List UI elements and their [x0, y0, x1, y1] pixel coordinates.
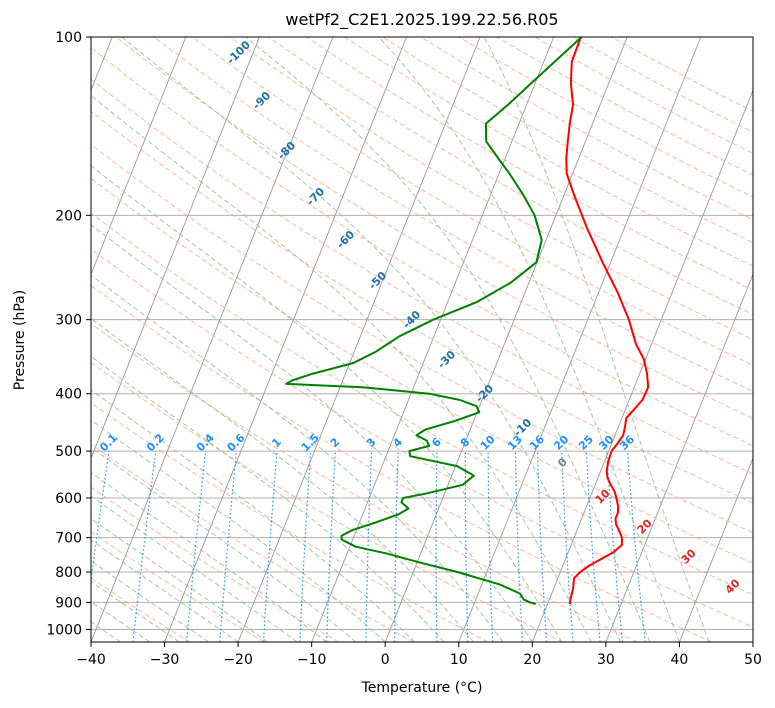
isotherm-line: [91, 37, 187, 276]
dry-adiabat-line: [191, 37, 753, 366]
isotherm-line: [679, 456, 753, 642]
moist-adiabat-line: [483, 37, 710, 642]
plot-frame: [90, 36, 754, 643]
y-axis-label: Pressure (hPa): [12, 290, 28, 390]
chart-title: wetPf2_C2E1.2025.199.22.56.R05: [285, 10, 558, 30]
dry-adiabat-line: [91, 361, 563, 642]
dry-adiabat-line: [91, 177, 753, 564]
moist-adiabat-line: [91, 580, 180, 642]
mixing-ratio-line: [219, 451, 237, 642]
dry-adiabat-line: [229, 37, 753, 341]
x-axis-label: Temperature (°C): [361, 680, 483, 696]
x-tick-label: 10: [450, 652, 468, 668]
moist-adiabat-line: [91, 560, 209, 642]
y-tick-label: 800: [55, 565, 82, 581]
moist-adiabat-line: [91, 94, 592, 642]
isotherm-line: [164, 37, 407, 642]
x-tick-label: 40: [671, 652, 689, 668]
y-tick-label: 300: [55, 313, 82, 329]
plot-area: [91, 37, 753, 642]
moist-adiabat-line: [91, 539, 239, 642]
isotherm-line: [458, 37, 702, 642]
mixing-ratio-line: [132, 451, 157, 642]
moist-adiabat-line: [91, 355, 445, 642]
dry-adiabat-line: [91, 284, 713, 642]
x-tick-label: −10: [297, 652, 327, 668]
x-tick-label: 50: [744, 652, 762, 668]
isotherm-line: [311, 37, 555, 642]
dry-adiabat-line: [91, 402, 489, 642]
y-tick-label: 400: [55, 387, 82, 403]
mixing-ratio-line: [585, 451, 601, 642]
y-axis: 100 200 300 400 500 600 700 800 900 1000: [46, 30, 91, 638]
mixing-ratio-line: [606, 451, 624, 642]
isotherm-line: [384, 37, 628, 642]
moist-adiabat-line: [91, 495, 298, 642]
y-tick-label: 500: [55, 444, 82, 460]
moist-adiabat-line: [91, 274, 504, 642]
isotherm-line: [91, 37, 334, 642]
y-tick-label: 700: [55, 531, 82, 547]
moist-adiabat-line: [245, 37, 651, 642]
dewpoint-profile-line: [285, 37, 583, 605]
dry-adiabat-line: [91, 248, 753, 628]
x-axis: −40 −30 −20 −10 0 10 20 30 40 50: [76, 642, 762, 668]
dry-adiabat-line: [91, 322, 638, 642]
x-tick-label: −20: [223, 652, 253, 668]
moist-adiabat-line: [91, 317, 474, 642]
dry-adiabat-line: [91, 110, 753, 504]
x-tick-label: 0: [381, 652, 390, 668]
y-tick-label: 1000: [46, 622, 82, 638]
plot-border: [90, 36, 754, 643]
moist-adiabat-line: [121, 37, 622, 642]
profile-series: [285, 37, 650, 605]
moist-adiabat-line: [91, 601, 151, 642]
y-tick-label: 600: [55, 491, 82, 507]
plot-background: [91, 37, 753, 642]
isotherm-line: [531, 89, 753, 642]
mixing-ratio-line: [627, 451, 646, 642]
mixing-ratio-line: [186, 451, 207, 642]
y-tick-label: 100: [55, 30, 82, 46]
moist-adiabat-line: [91, 224, 533, 642]
dry-adiabat-line: [153, 37, 753, 393]
mixing-ratio-line: [91, 451, 110, 584]
y-tick-label: 200: [55, 208, 82, 224]
moist-adiabat-line: [91, 389, 415, 642]
moist-adiabat-line: [91, 471, 327, 642]
dry-adiabat-line: [91, 486, 340, 642]
x-tick-label: 20: [523, 652, 541, 668]
isotherm-line: [237, 37, 481, 642]
isotherm-lines: [91, 37, 753, 642]
moist-adiabat-line: [91, 517, 268, 642]
x-tick-label: −30: [150, 652, 180, 668]
x-tick-label: −40: [76, 652, 106, 668]
x-tick-label: 30: [597, 652, 615, 668]
dry-adiabat-line: [115, 37, 753, 419]
moist-adiabat-line: [378, 37, 680, 642]
moist-adiabat-line: [91, 165, 563, 642]
mixing-ratio-lines: [91, 451, 646, 642]
isotherm-line: [752, 640, 753, 642]
moist-adiabat-line: [91, 446, 357, 642]
isotherm-line: [91, 37, 260, 460]
isotherm-line: [605, 273, 753, 642]
dry-adiabat-line: [91, 531, 265, 642]
y-tick-label: 900: [55, 595, 82, 611]
moist-adiabat-lines: [91, 37, 710, 642]
temperature-profile-line: [565, 37, 650, 605]
